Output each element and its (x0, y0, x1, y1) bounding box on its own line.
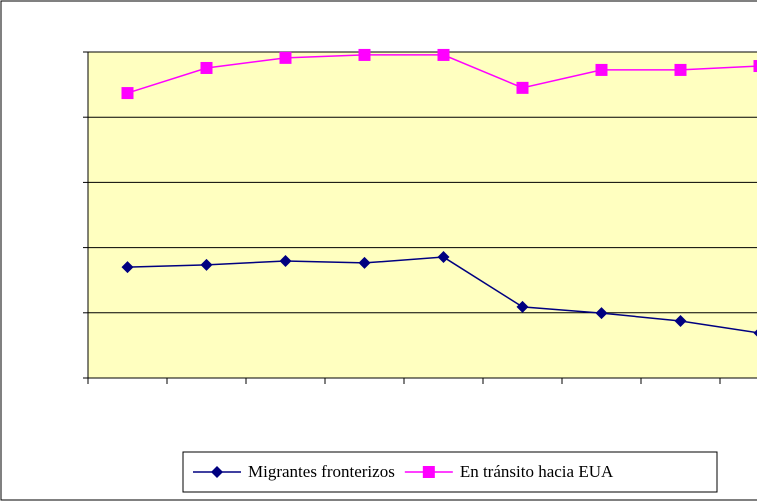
marker (595, 63, 608, 76)
marker (121, 87, 134, 100)
marker (279, 254, 292, 267)
marker (437, 251, 450, 264)
plot-background (88, 52, 757, 378)
marker (279, 51, 292, 64)
marker (753, 329, 757, 337)
marker (358, 256, 371, 269)
legend-label: Migrantes fronterizos (248, 462, 395, 481)
marker (121, 261, 134, 274)
marker (358, 48, 371, 61)
marker (211, 466, 223, 478)
legend-label: En tránsito hacia EUA (460, 462, 614, 481)
marker (674, 314, 687, 327)
marker (437, 48, 450, 61)
marker (516, 300, 529, 313)
marker (753, 60, 757, 73)
legend: Migrantes fronterizos En tránsito hacia E… (182, 451, 718, 493)
marker (200, 61, 213, 74)
marker (516, 81, 529, 94)
marker (422, 466, 435, 478)
marker (674, 63, 687, 76)
marker (200, 258, 213, 271)
marker (595, 307, 608, 320)
plot-area (83, 48, 757, 384)
